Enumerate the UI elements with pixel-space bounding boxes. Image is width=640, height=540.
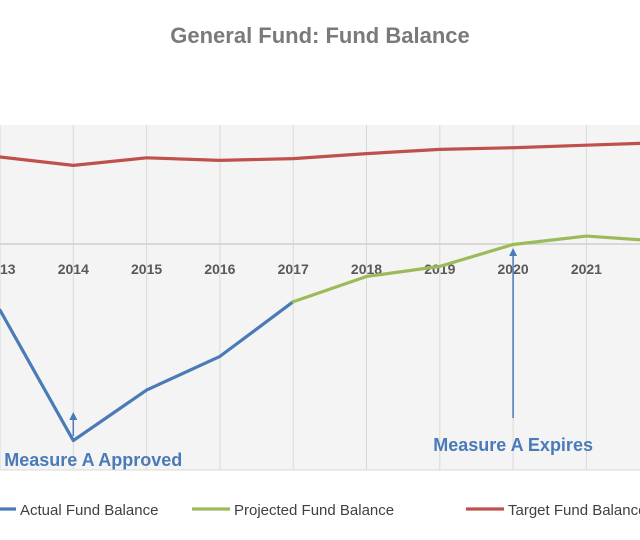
x-tick-label: 2017 (278, 261, 309, 277)
x-tick-label: 2014 (58, 261, 89, 277)
series-line-actual-fund-balance (0, 300, 295, 443)
plot-area (0, 125, 640, 470)
legend-label: Actual Fund Balance (20, 502, 158, 519)
legend-label: Target Fund Balance (508, 502, 640, 519)
x-tick-label: 2016 (204, 261, 235, 277)
series-lines (0, 141, 640, 443)
annotation-label: Measure A Expires (433, 435, 593, 455)
legend: Actual Fund Balance Projected Fund Balanc… (0, 502, 640, 519)
legend-label: Projected Fund Balance (234, 502, 394, 519)
annotation-arrow-head (509, 248, 518, 256)
x-tick-label: 2018 (351, 261, 382, 277)
series-line-target-fund-balance (0, 141, 640, 167)
x-tick-label: 2013 (0, 261, 16, 277)
x-tick-label: 2015 (131, 261, 162, 277)
chart-title: General Fund: Fund Balance (170, 23, 469, 48)
x-tick-label: 2021 (571, 261, 602, 277)
annotations: Measure A Approved Measure A Expires (4, 248, 593, 470)
series-line-projected-fund-balance (291, 234, 640, 304)
annotation-arrow-head (69, 412, 78, 420)
annotation-label: Measure A Approved (4, 450, 182, 470)
